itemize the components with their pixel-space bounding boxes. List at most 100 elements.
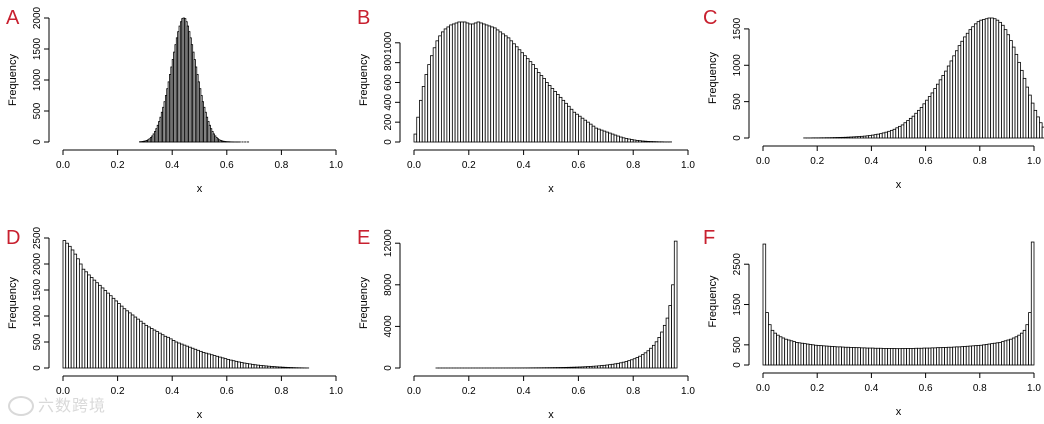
y-axis-label: Frequency <box>358 277 370 329</box>
histogram-bar <box>226 359 230 369</box>
histogram-bar <box>876 133 880 139</box>
y-axis-label: Frequency <box>7 277 19 329</box>
histogram-bar <box>941 347 945 366</box>
histogram-bar <box>789 340 794 366</box>
histogram-bar <box>819 345 824 366</box>
histogram-bar <box>795 342 799 366</box>
histogram-bar <box>613 134 618 143</box>
histogram-bar <box>781 337 786 366</box>
x-tick-label: 0.6 <box>220 386 234 397</box>
histogram-bar <box>487 25 492 143</box>
histogram-bar <box>122 308 127 369</box>
x-tick-label: 1.0 <box>681 160 695 171</box>
histogram-bar <box>144 324 149 369</box>
histogram-bar <box>900 124 905 139</box>
histogram-bar <box>649 141 653 143</box>
histogram-bar <box>125 310 129 369</box>
histogram-bar <box>643 352 648 369</box>
histogram-bar <box>908 117 913 139</box>
histogram-bar <box>591 365 596 369</box>
histogram-bar <box>84 271 88 369</box>
histogram-bar <box>534 68 538 143</box>
histogram-bar <box>1014 336 1019 366</box>
histogram-bar <box>938 79 943 139</box>
histogram-bar <box>443 28 448 143</box>
histogram-bar <box>490 26 494 143</box>
histogram-bar <box>889 348 894 366</box>
histogram-bar <box>898 348 902 366</box>
histogram-bar <box>139 320 143 369</box>
panel-letter: F <box>703 227 715 249</box>
histogram-bar <box>949 346 954 366</box>
histogram-bar <box>884 131 889 139</box>
histogram-bar <box>854 136 859 139</box>
histogram-bar <box>881 348 886 366</box>
histogram-bar <box>971 345 975 366</box>
x-tick-label: 0.2 <box>462 386 476 397</box>
histogram-bar <box>229 359 233 369</box>
histogram-bar <box>1017 334 1021 366</box>
histogram-bar <box>881 132 886 139</box>
histogram-bar <box>908 348 913 366</box>
histogram-bar <box>561 99 566 143</box>
histogram-bar <box>971 26 975 139</box>
histogram-bar <box>539 75 544 143</box>
histogram-bar <box>765 312 769 366</box>
y-tick-label: 1000 <box>383 31 394 54</box>
histogram-bar <box>992 18 997 139</box>
y-tick-label: 2000 <box>32 6 43 29</box>
y-tick-label: 4000 <box>383 315 394 338</box>
histogram-bar <box>130 314 135 369</box>
histogram-bar <box>586 366 590 369</box>
histogram-bar <box>1001 341 1005 366</box>
histogram-bar <box>849 347 853 366</box>
histogram-bar <box>998 342 1002 366</box>
histogram-bar <box>495 29 500 143</box>
histogram-bar <box>778 336 783 366</box>
x-tick-label: 1.0 <box>681 386 695 397</box>
histogram-bar <box>803 343 807 366</box>
y-tick-label: 2500 <box>732 253 743 276</box>
histogram-bar <box>895 127 899 139</box>
histogram-bar <box>906 348 910 366</box>
histogram-bar <box>421 86 426 143</box>
histogram-bar <box>468 23 472 143</box>
histogram-bar <box>553 91 557 143</box>
x-tick-label: 0.4 <box>864 383 878 394</box>
histogram-bar <box>451 23 456 143</box>
histogram-bar <box>1001 24 1005 139</box>
histogram-bar <box>838 137 842 139</box>
histogram-bar <box>646 350 651 369</box>
histogram-bar <box>545 82 549 143</box>
x-axis-label: x <box>548 183 554 195</box>
histogram-bar <box>770 329 775 366</box>
histogram-bar <box>572 366 577 369</box>
histogram-bar <box>976 21 981 139</box>
histogram-bar <box>944 70 948 139</box>
histogram-panel-f: F 0.0 0.2 0.4 0.6 0.8 1.0 x 0 500 1500 2500 Frequenc… <box>703 227 1041 418</box>
histogram-bar <box>1009 338 1013 366</box>
histogram-bar <box>990 17 994 139</box>
histogram-bar <box>624 138 629 143</box>
histogram-bar <box>218 356 222 369</box>
panel-letter: C <box>703 7 717 29</box>
histogram-bar <box>512 43 516 143</box>
histogram-bar <box>957 346 962 366</box>
histogram-bar <box>1025 324 1029 366</box>
histogram-bar <box>591 125 596 143</box>
histogram-bar <box>509 40 514 143</box>
histogram-bar <box>449 24 453 143</box>
histogram-bar <box>995 342 1000 366</box>
x-axis-label: x <box>197 183 203 195</box>
y-tick-label: 200 <box>383 113 394 130</box>
histogram-bar <box>109 295 113 369</box>
histogram-bar <box>1030 102 1035 139</box>
y-tick-label: 2000 <box>32 252 43 275</box>
histogram-bar <box>1020 69 1024 139</box>
histogram-panel-d: D 0.0 0.2 0.4 0.6 0.8 1.0 x 0 500 1000 1500 2000 2500… <box>6 226 343 421</box>
histogram-bar <box>987 17 992 139</box>
histogram-bar <box>479 22 483 143</box>
histogram-bar <box>643 140 648 143</box>
y-tick-label: 1500 <box>732 17 743 40</box>
histogram-bar <box>446 26 451 143</box>
